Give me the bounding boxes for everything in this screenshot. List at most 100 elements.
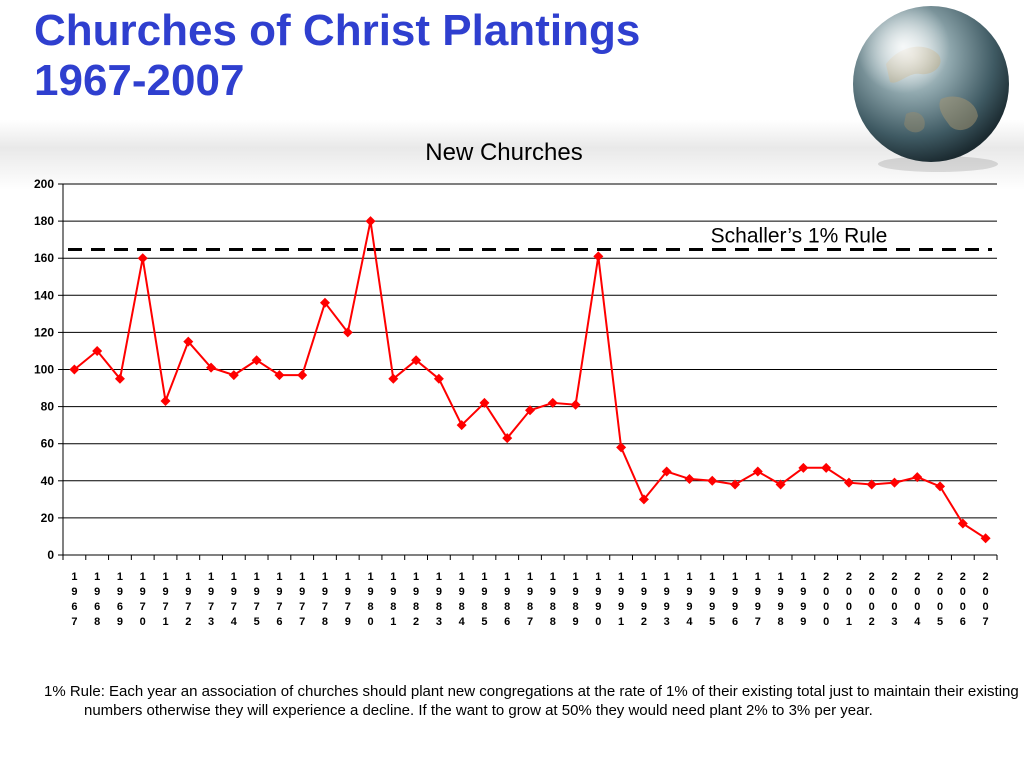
data-point [935, 481, 946, 492]
data-point [479, 397, 490, 408]
chart-title: New Churches [425, 139, 582, 166]
data-point [69, 364, 80, 375]
slide-title: Churches of Christ Plantings 1967-2007 [34, 6, 640, 106]
data-point [228, 370, 239, 381]
data-point [206, 362, 217, 373]
data-point [297, 370, 308, 381]
globe-icon [853, 6, 1009, 172]
data-point [114, 373, 125, 384]
gridlines [63, 183, 997, 556]
slide-title-line1: Churches of Christ Plantings [34, 6, 641, 55]
data-point [616, 442, 627, 453]
data-point [638, 494, 649, 505]
data-point [160, 396, 171, 407]
y-tick-label: 160 [34, 251, 54, 265]
data-point [889, 477, 900, 488]
y-tick-label: 20 [41, 511, 55, 525]
y-tick-label: 120 [34, 325, 54, 339]
series-group [69, 216, 991, 544]
data-point [730, 479, 741, 490]
data-point [866, 479, 877, 490]
data-point [593, 251, 604, 262]
footnote: 1% Rule: Each year an association of chu… [44, 683, 1019, 719]
data-point [502, 433, 513, 444]
data-point [319, 297, 330, 308]
data-point [775, 479, 786, 490]
reference-line-label: Schaller’s 1% Rule [711, 224, 888, 247]
data-point [456, 420, 467, 431]
data-point [388, 373, 399, 384]
data-point [92, 345, 103, 356]
data-point [707, 475, 718, 486]
data-point [365, 216, 376, 227]
data-point [821, 462, 832, 473]
data-point [843, 477, 854, 488]
data-point [183, 336, 194, 347]
data-point [433, 373, 444, 384]
data-point [661, 466, 672, 477]
data-point [547, 397, 558, 408]
data-point [957, 518, 968, 529]
data-point [342, 327, 353, 338]
slide-title-line2: 1967-2007 [34, 56, 245, 105]
data-point [274, 370, 285, 381]
background-band [0, 120, 1024, 190]
y-axis-ticks: 0 20 40 60 80 100 120 140 160 180 200 [34, 177, 64, 562]
series-line [73, 220, 987, 540]
data-point [411, 355, 422, 366]
data-point [912, 472, 923, 483]
data-point [980, 533, 991, 544]
data-point [570, 399, 581, 410]
y-tick-label: 60 [41, 437, 55, 451]
reference-line-group: Schaller’s 1% Rule [68, 224, 992, 251]
data-point [798, 462, 809, 473]
y-tick-label: 140 [34, 288, 54, 302]
y-tick-label: 0 [47, 548, 54, 562]
y-tick-label: 180 [34, 214, 54, 228]
y-tick-label: 200 [34, 177, 54, 191]
data-point [752, 466, 763, 477]
data-point [137, 253, 148, 264]
y-tick-label: 100 [34, 363, 54, 377]
y-tick-label: 80 [41, 400, 55, 414]
data-point [684, 473, 695, 484]
